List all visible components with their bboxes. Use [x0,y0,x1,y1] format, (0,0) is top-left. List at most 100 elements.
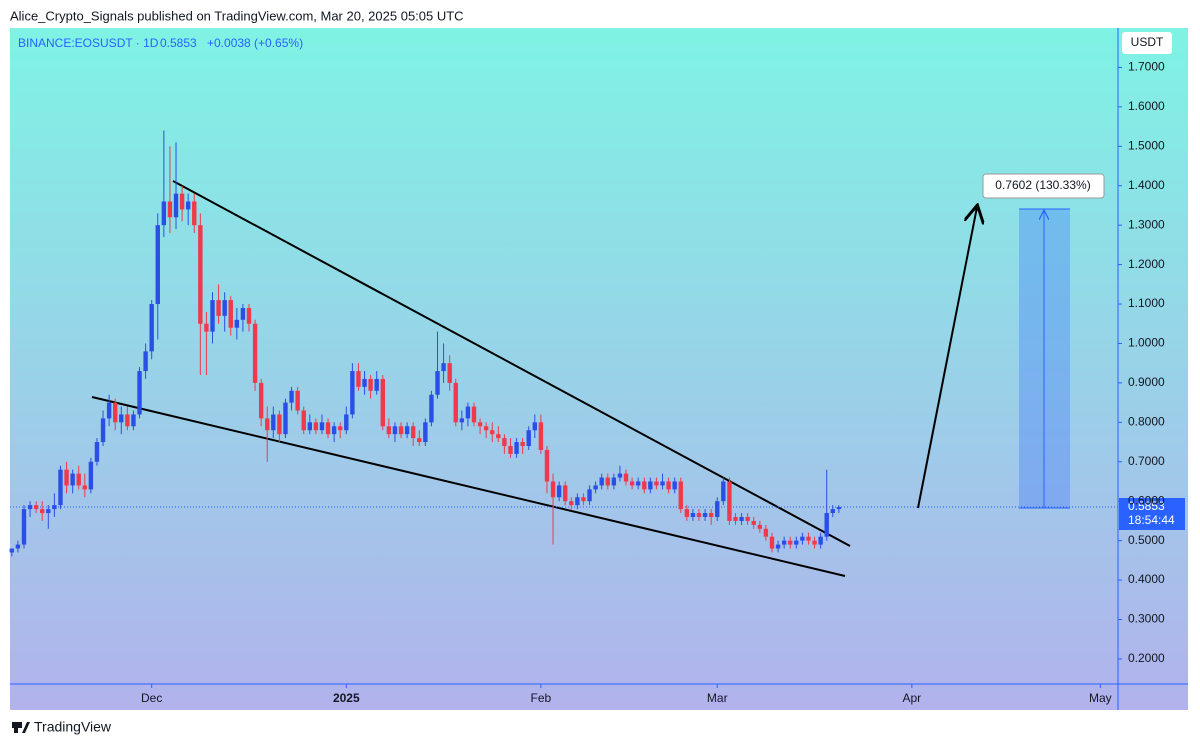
candle-body [319,422,325,431]
candle-body [733,516,738,521]
publisher: Alice_Crypto_Signals published on Tradin… [10,8,464,23]
projection-label-box [982,173,1105,199]
candle-body [471,406,477,423]
candle-body [563,485,568,502]
candle-body [836,507,842,510]
candle-body [64,469,69,486]
y-tick-label: 0.4000 [1128,572,1165,586]
y-tick-label: 0.6000 [1128,493,1165,507]
candle-body [15,544,21,549]
candle-body [751,520,756,525]
candle-body [514,442,519,454]
candle-body [198,225,203,324]
projection-label: 0.7602 (130.33%) [995,178,1090,192]
candle-body [356,371,361,387]
candle-body [33,505,39,510]
y-tick-label: 0.8000 [1128,415,1165,429]
candle-body [483,426,489,431]
target-arrow [917,207,977,509]
x-tick-label: Dec [141,691,162,705]
candle-body [161,201,167,226]
currency-box [1122,32,1172,54]
candle-body [605,477,610,486]
candle-body [9,548,15,553]
candle-body [155,225,160,305]
candle-body [192,201,197,226]
candle-body [763,528,769,537]
candle-body [520,442,525,447]
candle-body [40,509,45,514]
candle-body [210,300,215,332]
candle-body [788,540,793,545]
candle-body [46,509,51,514]
candle-body [708,513,714,517]
y-tick-label: 0.3000 [1128,612,1165,626]
candle-body [617,473,623,478]
candle-body [654,481,659,486]
candle-body [423,422,428,443]
candle-body [258,382,264,419]
candle-body [167,201,173,218]
price-tag [1119,498,1185,530]
logo [12,722,30,733]
candle-body [368,378,373,391]
candle-body [216,300,221,316]
y-tick-label: 0.5000 [1128,533,1165,547]
y-tick-label: 0.9000 [1128,375,1165,389]
candle-body [331,426,337,435]
candle-body [502,438,507,447]
candle-body [812,540,817,545]
candle-body [271,414,276,431]
candle-body [611,477,617,486]
candle-body [119,414,124,423]
candle-body [477,422,483,427]
upper-trendline [172,180,851,547]
candles [9,130,1118,557]
candle-body [575,497,580,506]
candle-body [696,513,702,517]
y-tick-label: 1.2000 [1128,257,1165,271]
candle-body [240,307,246,320]
candle-body [648,481,653,490]
candle-body [818,536,823,545]
candle-body [106,402,112,419]
candle-body [690,513,696,517]
candle-body [550,481,556,498]
candle-body [635,481,641,486]
candle-body [173,193,179,218]
candle-body [429,394,434,423]
candle-body [544,449,550,482]
candle-body [265,418,270,431]
candle-body [629,481,635,486]
candle-body [137,371,142,415]
candle-body [623,473,629,482]
candle-body [666,481,671,490]
candle-body [313,422,319,431]
candle-body [307,422,313,431]
candle-body [283,402,288,435]
candle-body [252,323,258,383]
candle-body [113,402,118,423]
y-tick-label: 1.7000 [1128,60,1165,74]
x-tick-label: May [1089,691,1112,705]
candle-body [745,516,750,521]
countdown: 18:54:44 [1128,513,1175,527]
lower-trendline [91,396,846,577]
candle-body [21,509,27,545]
candle-body [435,371,440,395]
price-tag-value: 0.5853 [1128,499,1165,513]
y-tick-label: 1.1000 [1128,296,1165,310]
y-tick-label: 0.7000 [1128,454,1165,468]
candle-body [775,544,781,549]
change: +0.0038 (+0.65%) [207,36,303,50]
candle-body [380,378,385,427]
y-tick-label: 1.4000 [1128,178,1165,192]
candle-body [721,481,726,502]
candle-body [392,426,398,435]
candle-body [459,418,465,423]
candle-body [769,536,775,549]
candle-body [642,481,647,490]
candle-body [82,485,87,490]
candle-body [143,351,148,372]
candle-body [344,414,349,431]
